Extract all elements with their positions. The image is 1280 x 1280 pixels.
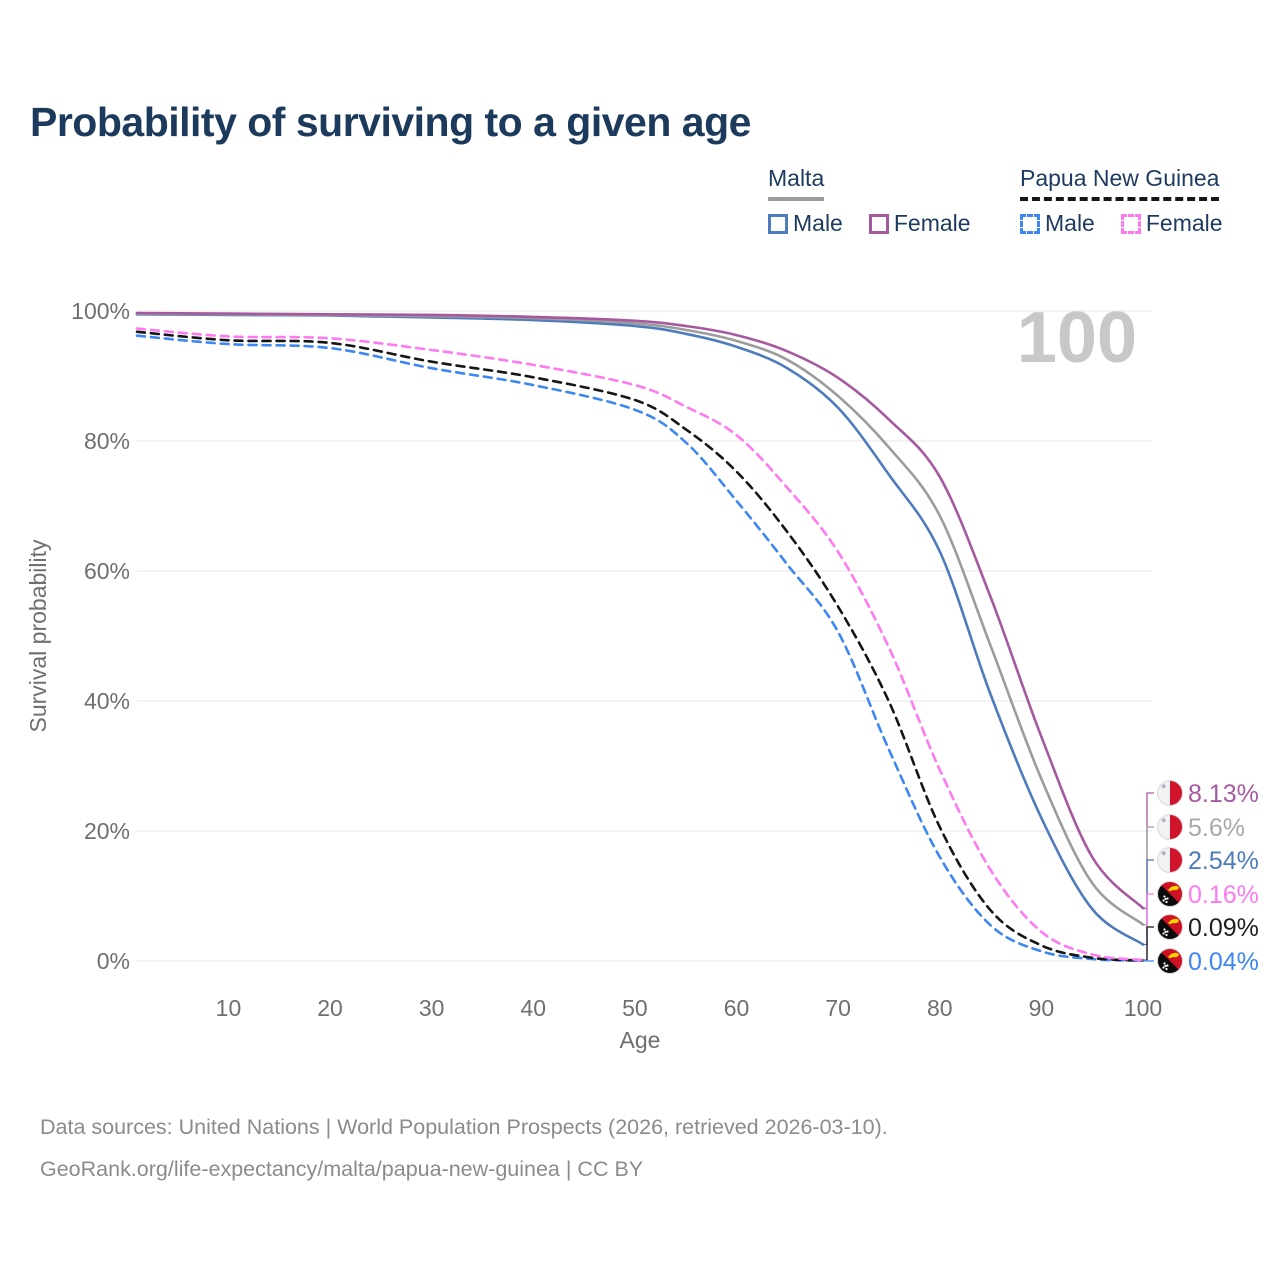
series-line-papua-new-guinea-female[interactable] (135, 327, 1145, 962)
y-tick-label: 100% (71, 298, 130, 324)
flag-ring (1157, 881, 1183, 907)
legend-item-papua-new-guinea-male[interactable]: Male (1020, 210, 1095, 237)
end-label-leader-line (1143, 926, 1154, 962)
series-line-papua-new-guinea-male[interactable] (135, 334, 1145, 962)
y-tick-label: 60% (84, 558, 130, 584)
y-tick-label: 0% (97, 948, 130, 974)
y-axis-title: Survival probability (25, 539, 51, 733)
y-tick-label: 20% (84, 818, 130, 844)
flag-ring (1157, 780, 1183, 806)
series-line-malta-male[interactable] (135, 313, 1145, 946)
flag-ring (1157, 847, 1183, 873)
legend-item-malta-female[interactable]: Female (868, 210, 971, 237)
legend-item-label: Male (793, 210, 843, 236)
end-label-value: 8.13% (1188, 780, 1259, 808)
page-title: Probability of surviving to a given age (30, 99, 751, 146)
legend-item-papua-new-guinea-female[interactable]: Female (1120, 210, 1223, 237)
end-label-leader-line (1143, 826, 1154, 926)
series-line-papua-new-guinea-both-sexes[interactable] (135, 330, 1145, 962)
malta-flag-icon (1157, 847, 1183, 873)
y-tick-label: 80% (84, 428, 130, 454)
footer: Data sources: United Nations | World Pop… (40, 1106, 888, 1190)
legend-group-title: Malta (768, 165, 825, 201)
legend-item-malta-male[interactable]: Male (768, 210, 843, 237)
legend-item-label: Female (1145, 210, 1223, 236)
end-label-value: 5.6% (1188, 814, 1245, 842)
flag-ring (1157, 814, 1183, 840)
papua-new-guinea-flag-icon (1157, 881, 1183, 907)
end-label-value: 0.09% (1188, 914, 1259, 942)
x-tick-label: 20 (317, 995, 343, 1021)
series-line-malta-female[interactable] (135, 311, 1145, 910)
malta-flag-icon (1157, 814, 1183, 840)
legend-group-papua-new-guinea: Papua New Guinea Male Female (1020, 165, 1223, 237)
legend-group-title: Papua New Guinea (1020, 165, 1220, 201)
papua-new-guinea-flag-icon (1157, 914, 1183, 940)
end-label-leader-line (1143, 859, 1154, 946)
end-label-leader-line (1143, 792, 1154, 909)
x-axis-title: Age (620, 1027, 661, 1053)
y-tick-label: 40% (84, 688, 130, 714)
legend-item-label: Male (1045, 210, 1095, 236)
end-label-value: 0.16% (1188, 881, 1259, 909)
footer-attribution: GeoRank.org/life-expectancy/malta/papua-… (40, 1157, 644, 1181)
legend-group-malta: Malta Male Female (768, 165, 971, 237)
end-label-value: 2.54% (1188, 847, 1259, 875)
flag-ring (1157, 914, 1183, 940)
legend-swatch-icon (1120, 213, 1141, 234)
x-tick-label: 10 (216, 995, 242, 1021)
series-line-malta-both-sexes[interactable] (135, 312, 1145, 926)
x-tick-label: 30 (419, 995, 445, 1021)
x-tick-label: 70 (825, 995, 851, 1021)
legend-swatch-icon (868, 213, 889, 234)
malta-flag-icon (1157, 780, 1183, 806)
x-tick-label: 80 (927, 995, 953, 1021)
footer-data-sources: Data sources: United Nations | World Pop… (40, 1115, 888, 1139)
papua-new-guinea-flag-icon (1157, 948, 1183, 974)
age-counter-watermark: 100 (1017, 298, 1137, 378)
x-tick-label: 100 (1124, 995, 1162, 1021)
x-tick-label: 60 (724, 995, 750, 1021)
x-tick-label: 40 (521, 995, 547, 1021)
x-tick-label: 90 (1029, 995, 1055, 1021)
legend-swatch-icon (1020, 213, 1040, 234)
flag-ring (1157, 948, 1183, 974)
x-tick-label: 50 (622, 995, 648, 1021)
end-label-value: 0.04% (1188, 948, 1259, 976)
legend-swatch-icon (768, 213, 788, 234)
legend-item-label: Female (893, 210, 971, 236)
